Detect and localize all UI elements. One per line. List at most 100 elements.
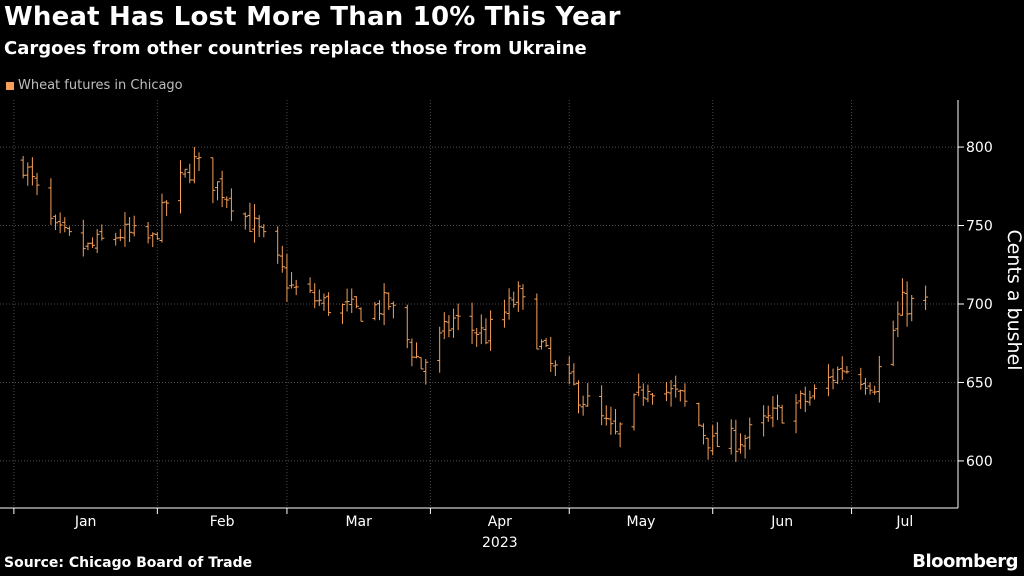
ohlc-bar <box>275 226 281 264</box>
ohlc-bar <box>779 404 785 424</box>
ohlc-bar <box>548 337 554 372</box>
ohlc-bar <box>196 152 202 172</box>
ohlc-bar <box>576 380 582 414</box>
ohlc-bar <box>339 303 345 324</box>
ohlc-bar <box>164 200 170 217</box>
x-tick-label: May <box>627 514 656 530</box>
ohlc-bar <box>899 278 905 316</box>
ohlc-bar <box>566 356 572 385</box>
ohlc-bar <box>765 405 771 422</box>
ohlc-bar <box>353 296 359 309</box>
ohlc-bar <box>478 314 484 345</box>
y-tick-label: 800 <box>966 140 993 156</box>
ohlc-bar <box>349 288 355 313</box>
ohlc-bar <box>640 383 646 406</box>
ohlc-bar <box>617 422 623 448</box>
ohlc-bar <box>66 226 72 236</box>
ohlc-bar <box>599 385 605 426</box>
ohlc-bar <box>650 393 656 405</box>
ohlc-bar <box>770 396 776 428</box>
ohlc-bar <box>386 292 392 310</box>
ohlc-bar <box>127 217 133 242</box>
ohlc-bar <box>418 357 424 370</box>
ohlc-bar <box>252 204 258 243</box>
ohlc-bar <box>85 242 91 251</box>
ohlc-bar <box>668 379 674 407</box>
ohlc-bar <box>451 308 457 338</box>
ohlc-bar <box>812 384 818 400</box>
chart-subtitle: Cargoes from other countries replace tho… <box>4 38 587 59</box>
ohlc-bar <box>807 390 813 406</box>
ohlc-bar <box>29 157 35 186</box>
ohlc-bar <box>20 156 26 179</box>
ohlc-bar <box>256 215 262 238</box>
y-tick-label: 650 <box>966 375 993 391</box>
ohlc-bar <box>469 302 475 344</box>
ohlc-bar <box>710 425 716 456</box>
ohlc-bar <box>312 283 318 309</box>
ohlc-bar <box>219 170 225 208</box>
ohlc-bar <box>404 304 410 349</box>
ohlc-bar <box>742 434 748 459</box>
ohlc-bar <box>99 224 105 241</box>
ohlc-bar <box>191 147 197 184</box>
ohlc-bar <box>131 215 137 237</box>
x-tick-label: Feb <box>210 514 235 530</box>
ohlc-bar <box>677 389 683 402</box>
ohlc-bar <box>113 232 119 246</box>
ohlc-bar <box>94 229 100 253</box>
ohlc-bar <box>608 406 614 435</box>
ohlc-bar <box>835 366 841 385</box>
ohlc-bar <box>390 301 396 319</box>
legend-swatch <box>6 81 14 90</box>
ohlc-bar <box>645 384 651 403</box>
ohlc-bar <box>154 232 160 240</box>
legend: Wheat futures in Chicago <box>6 78 183 93</box>
ohlc-bar <box>372 302 378 321</box>
ohlc-bar <box>483 318 489 345</box>
ohlc-bar <box>631 393 637 431</box>
ohlc-bar <box>798 390 804 409</box>
x-tick-label: Mar <box>345 514 372 530</box>
ohlc-bar <box>177 160 183 214</box>
ohlc-bar <box>603 405 609 426</box>
ohlc-bar <box>761 405 767 437</box>
ohlc-bar <box>580 395 586 416</box>
ohlc-bar <box>423 358 429 385</box>
ohlc-bar <box>316 289 322 306</box>
ohlc-bar <box>663 381 669 402</box>
ohlc-bar <box>501 299 507 328</box>
ohlc-bar <box>228 188 234 222</box>
ohlc-bar <box>62 217 68 233</box>
ohlc-bar <box>441 312 447 340</box>
ohlc-bar <box>872 385 878 395</box>
ohlc-bar <box>520 284 526 310</box>
ohlc-bar <box>775 394 781 420</box>
ohlc-bar <box>585 383 591 407</box>
ohlc-bar <box>307 277 313 294</box>
labels: 600 650 700 750 800 Jan Feb Mar Apr May Jun Jul 2023… <box>74 140 1024 551</box>
ohlc-bar <box>210 157 216 204</box>
ohlc-bar <box>80 219 86 257</box>
ohlc-bar <box>890 320 896 367</box>
ohlc-bar <box>876 356 882 403</box>
ohlc-bar <box>182 168 188 178</box>
ohlc-bar <box>895 301 901 338</box>
y-axis-title: Cents a bushel <box>1003 229 1024 370</box>
ohlc-bar <box>793 394 799 434</box>
ohlc-bar <box>839 356 845 381</box>
ohlc-bar <box>446 315 452 338</box>
x-tick-label: Jul <box>895 514 913 530</box>
ohlc-bar <box>150 232 156 248</box>
ohlc-bar <box>747 417 753 450</box>
ohlc-bar <box>802 386 808 413</box>
ohlc-bar <box>737 433 743 454</box>
grid <box>0 100 958 508</box>
ohlc-bar <box>381 283 387 326</box>
source-note: Source: Chicago Board of Trade <box>4 555 253 571</box>
x-tick-label: Jun <box>770 514 793 530</box>
axes <box>0 100 964 514</box>
ohlc-bar <box>733 419 739 462</box>
ohlc-bar <box>825 364 831 397</box>
